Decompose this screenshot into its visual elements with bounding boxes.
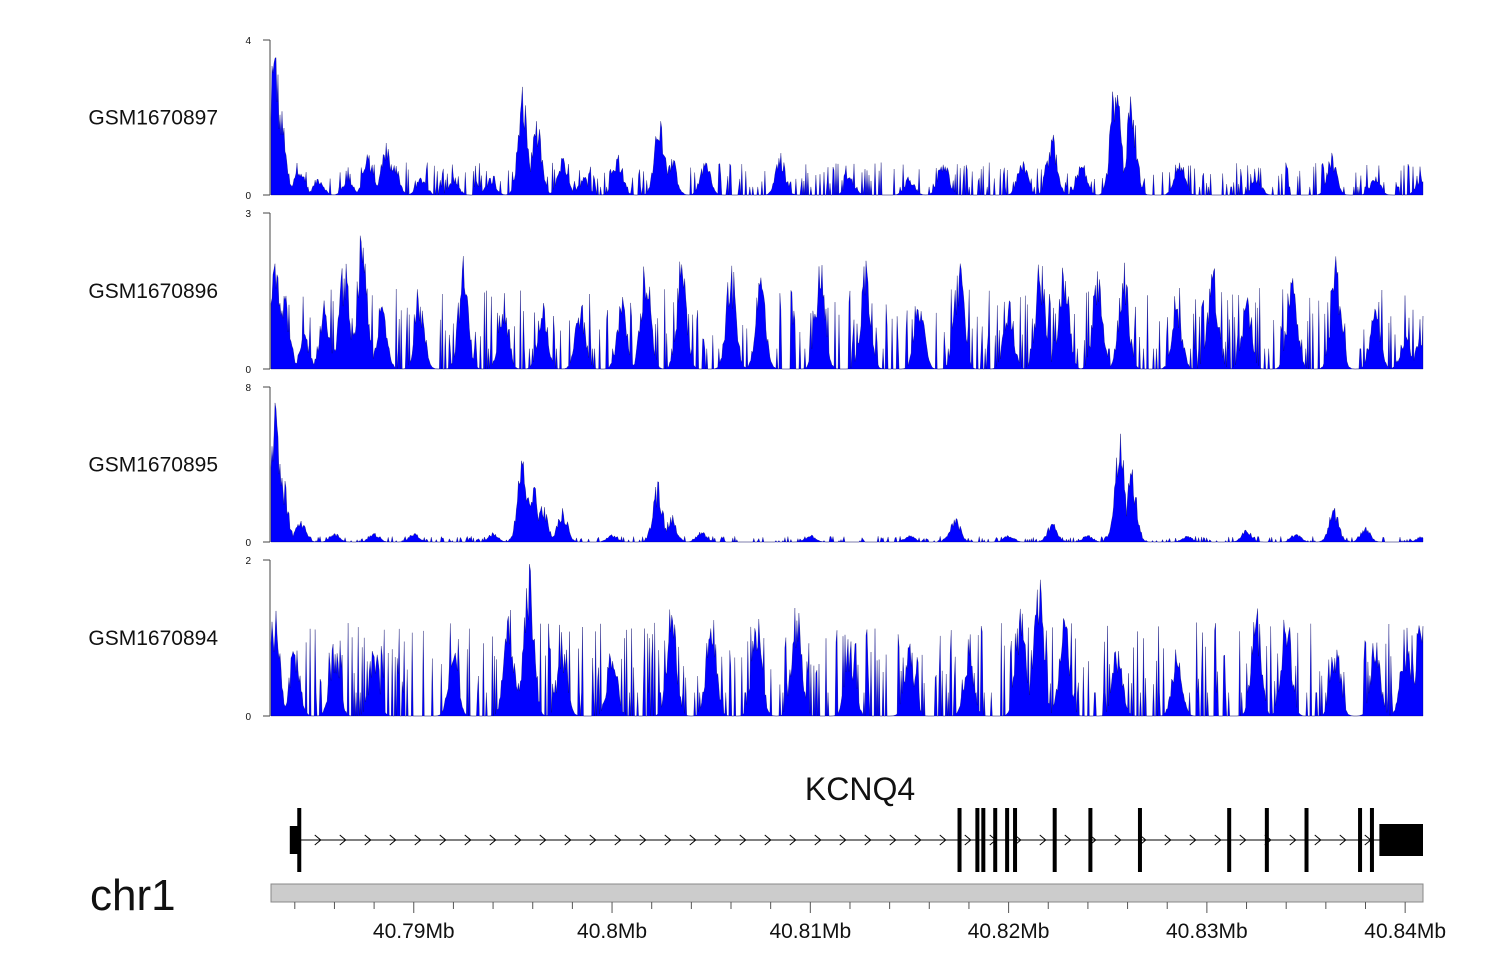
exon (993, 808, 998, 872)
gene-name: KCNQ4 (805, 771, 915, 807)
strand-arrow (1164, 834, 1172, 846)
coverage-area-GSM1670896 (270, 235, 1424, 370)
strand-arrow (1239, 834, 1247, 846)
track-name: GSM1670897 (88, 107, 218, 130)
y-min-label: 0 (245, 712, 251, 723)
exon (1358, 808, 1363, 872)
y-max-label: 3 (245, 209, 251, 220)
strand-arrow (1039, 834, 1047, 846)
strand-arrow (1339, 834, 1347, 846)
strand-arrow (539, 834, 547, 846)
exon (981, 808, 986, 872)
strand-arrow (339, 834, 347, 846)
coverage-area-GSM1670895 (270, 402, 1424, 543)
x-tick-label: 40.79Mb (373, 920, 455, 943)
strand-arrow (564, 834, 572, 846)
strand-arrow (1314, 834, 1322, 846)
exon (1137, 808, 1142, 872)
strand-arrow (789, 834, 797, 846)
strand-arrow (314, 834, 322, 846)
strand-arrow (389, 834, 397, 846)
strand-arrow (439, 834, 447, 846)
exon (1264, 808, 1269, 872)
strand-arrow (414, 834, 422, 846)
track-name: GSM1670895 (88, 454, 218, 477)
strand-arrow (489, 834, 497, 846)
strand-arrow (364, 834, 372, 846)
exon (1369, 808, 1374, 872)
exon (1005, 808, 1010, 872)
x-tick-label: 40.84Mb (1364, 920, 1446, 943)
strand-arrow (764, 834, 772, 846)
exon (1088, 808, 1093, 872)
coverage-area-GSM1670897 (270, 57, 1424, 196)
track-name: GSM1670894 (88, 627, 218, 650)
x-tick-label: 40.83Mb (1166, 920, 1248, 943)
x-tick-label: 40.82Mb (968, 920, 1050, 943)
y-max-label: 2 (245, 556, 251, 567)
strand-arrow (1289, 834, 1297, 846)
strand-arrow (864, 834, 872, 846)
x-tick-label: 40.8Mb (577, 920, 647, 943)
y-max-label: 4 (245, 36, 251, 47)
strand-arrow (914, 834, 922, 846)
strand-arrow (1064, 834, 1072, 846)
coverage-area-GSM1670894 (270, 564, 1424, 717)
y-min-label: 0 (245, 191, 251, 202)
strand-arrow (614, 834, 622, 846)
strand-arrow (939, 834, 947, 846)
strand-arrow (589, 834, 597, 846)
chromosome-bar (270, 883, 1424, 903)
strand-arrow (839, 834, 847, 846)
y-min-label: 0 (245, 538, 251, 549)
utr-5prime (289, 826, 299, 854)
track-name: GSM1670896 (88, 280, 218, 303)
strand-arrow (464, 834, 472, 846)
strand-arrow (1189, 834, 1197, 846)
x-tick-label: 40.81Mb (769, 920, 851, 943)
utr-3prime (1379, 824, 1423, 856)
strand-arrow (639, 834, 647, 846)
exon (975, 808, 980, 872)
exon (957, 808, 962, 872)
strand-arrow (814, 834, 822, 846)
strand-arrow (514, 834, 522, 846)
strand-arrow (1214, 834, 1222, 846)
strand-arrow (964, 834, 972, 846)
strand-arrow (689, 834, 697, 846)
strand-arrow (739, 834, 747, 846)
exon (1052, 808, 1057, 872)
strand-arrow (714, 834, 722, 846)
exon (1013, 808, 1018, 872)
strand-arrow (664, 834, 672, 846)
exon (297, 808, 302, 872)
exon (1304, 808, 1309, 872)
strand-arrow (889, 834, 897, 846)
chromosome-label: chr1 (90, 871, 176, 920)
strand-arrow (1114, 834, 1122, 846)
y-min-label: 0 (245, 365, 251, 376)
exon (1227, 808, 1232, 872)
y-max-label: 8 (245, 383, 251, 394)
